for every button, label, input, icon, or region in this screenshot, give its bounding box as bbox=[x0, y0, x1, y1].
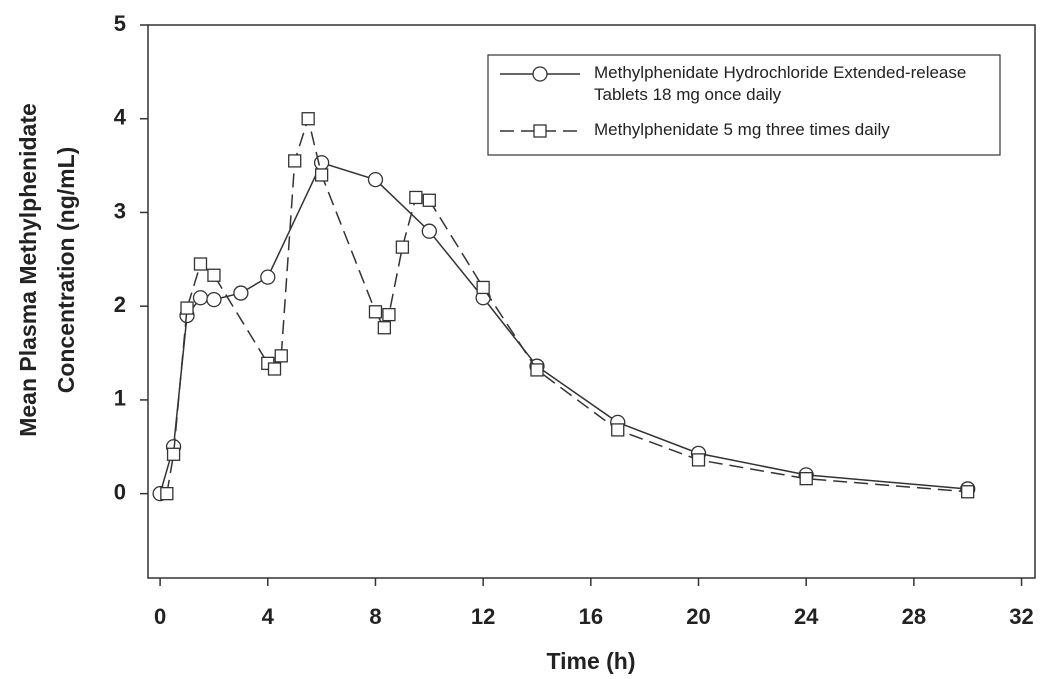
x-tick-label: 8 bbox=[369, 604, 381, 629]
data-point bbox=[192, 290, 209, 306]
x-tick-label: 32 bbox=[1009, 604, 1033, 629]
legend-text: Methylphenidate 5 mg three times daily bbox=[594, 120, 890, 139]
data-point bbox=[166, 447, 181, 461]
data-point bbox=[288, 154, 302, 168]
y-tick-label: 3 bbox=[114, 198, 126, 223]
legend-marker bbox=[533, 124, 547, 138]
x-tick-label: 28 bbox=[902, 604, 926, 629]
series-line bbox=[159, 161, 968, 494]
data-point bbox=[368, 305, 383, 319]
data-point bbox=[611, 423, 625, 437]
y-tick-label: 5 bbox=[114, 11, 126, 36]
data-point bbox=[180, 301, 194, 315]
y-axis-label: Concentration (ng/mL) bbox=[53, 147, 79, 394]
legend-text: Methylphenidate Hydrochloride Extended-r… bbox=[594, 63, 967, 104]
data-point bbox=[409, 190, 423, 205]
data-point bbox=[301, 112, 315, 126]
data-point bbox=[382, 307, 396, 322]
data-point bbox=[367, 172, 384, 188]
data-point bbox=[799, 471, 813, 486]
data-point bbox=[377, 321, 392, 335]
data-point bbox=[193, 257, 208, 271]
series-line bbox=[166, 115, 968, 494]
x-tick-label: 16 bbox=[579, 604, 603, 629]
data-point bbox=[314, 168, 329, 182]
x-tick-label: 0 bbox=[154, 604, 166, 629]
data-point bbox=[476, 280, 490, 295]
data-point bbox=[961, 485, 975, 499]
data-point bbox=[274, 349, 288, 363]
data-point bbox=[422, 193, 436, 207]
legend-marker bbox=[532, 66, 548, 82]
x-tick-label: 4 bbox=[262, 604, 275, 629]
legend-label: Methylphenidate Hydrochloride Extended-r… bbox=[594, 63, 967, 104]
legend-label: Methylphenidate 5 mg three times daily bbox=[594, 120, 890, 139]
y-tick-label: 4 bbox=[114, 105, 127, 130]
x-tick-label: 12 bbox=[471, 604, 495, 629]
x-axis-label: Time (h) bbox=[546, 648, 635, 674]
data-point bbox=[260, 269, 276, 285]
data-point bbox=[421, 223, 437, 239]
data-point bbox=[233, 285, 249, 301]
data-point bbox=[395, 240, 410, 254]
data-point bbox=[160, 486, 174, 501]
y-tick-label: 2 bbox=[114, 292, 126, 317]
data-point bbox=[206, 291, 222, 308]
y-tick-label: 0 bbox=[114, 479, 126, 504]
data-point bbox=[207, 268, 221, 282]
data-point bbox=[691, 453, 706, 467]
data-point bbox=[313, 155, 330, 171]
x-tick-label: 20 bbox=[686, 604, 710, 629]
y-axis-label: Mean Plasma Methylphenidate bbox=[15, 103, 41, 437]
x-tick-label: 24 bbox=[794, 604, 819, 629]
data-point bbox=[530, 363, 544, 377]
data-point bbox=[267, 362, 282, 376]
legend bbox=[487, 54, 1001, 156]
y-tick-label: 1 bbox=[114, 386, 126, 411]
